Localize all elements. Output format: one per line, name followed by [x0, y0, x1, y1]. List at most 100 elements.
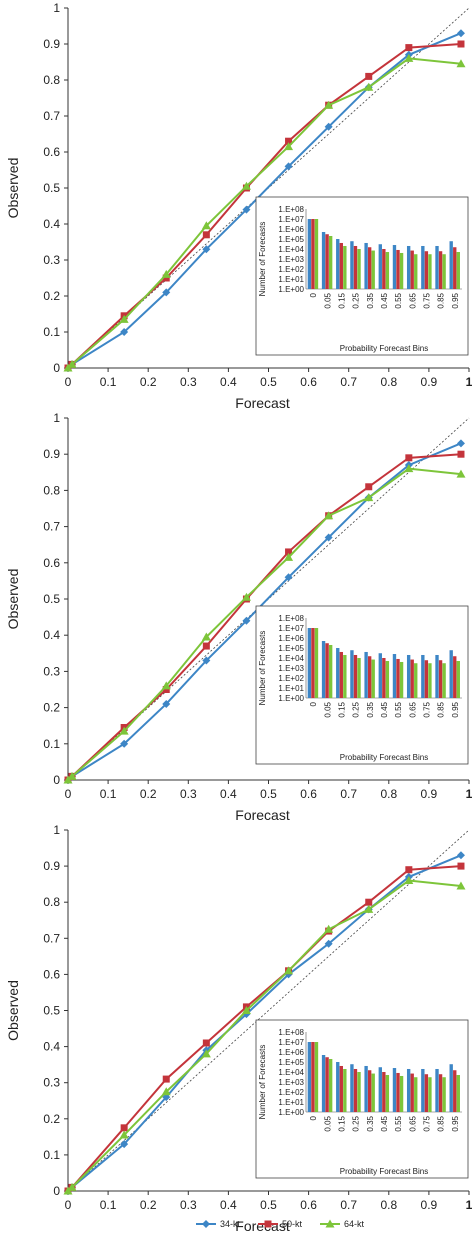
inset-bar-64-kt — [314, 628, 319, 698]
inset-bar-50-kt — [311, 219, 315, 289]
inset-y-tick-label: 1.E+07 — [278, 1038, 304, 1047]
inset-x-tick-label: 0.85 — [437, 701, 446, 717]
inset-bar-34-kt — [421, 654, 425, 698]
inset-bar-64-kt — [371, 250, 375, 289]
inset-bar-34-kt — [307, 628, 312, 698]
y-tick-label: 0.1 — [43, 1148, 60, 1162]
legend-label-34-kt: 34-kt — [220, 1219, 241, 1229]
y-tick-label: 0.3 — [43, 253, 60, 267]
y-tick-label: 0.8 — [43, 895, 60, 909]
point-34-kt — [324, 939, 333, 948]
y-tick-label: 0 — [53, 1184, 60, 1198]
inset-bar-34-kt — [406, 245, 411, 289]
inset-x-tick-label: 0.35 — [366, 1115, 375, 1131]
point-64-kt — [284, 552, 294, 561]
inset-bar-50-kt — [438, 660, 443, 698]
x-tick-label: 0.9 — [421, 375, 438, 389]
inset-x-axis-title: Probability Forecast Bins — [340, 344, 428, 353]
x-tick-label: 0.5 — [260, 787, 277, 801]
point-64-kt — [404, 464, 414, 473]
inset-y-tick-label: 1.E+05 — [278, 1058, 304, 1067]
x-tick-label: 0.8 — [380, 1198, 397, 1212]
inset-bar-64-kt — [399, 252, 404, 289]
x-tick-label: 0.3 — [180, 1198, 197, 1212]
inset-bar-50-kt — [325, 234, 329, 289]
inset-y-tick-label: 1.E+04 — [278, 1068, 304, 1077]
inset-bar-34-kt — [336, 648, 340, 698]
inset-bar-34-kt — [406, 1068, 411, 1112]
inset-y-axis-title: Number of Forecasts — [258, 631, 267, 706]
inset-bar-64-kt — [428, 663, 432, 698]
inset-frame — [255, 605, 469, 765]
point-64-kt — [364, 904, 374, 913]
point-34-kt — [202, 656, 211, 665]
point-50-kt — [162, 686, 170, 693]
point-50-kt — [162, 1075, 170, 1083]
y-tick-label: 0.5 — [43, 1004, 60, 1018]
point-34-kt — [120, 739, 129, 748]
inset-x-tick-label: 0.55 — [394, 701, 403, 717]
inset-y-tick-label: 1.E+01 — [278, 275, 304, 284]
inset-y-tick-label: 1.E+07 — [278, 215, 304, 224]
inset-bar-64-kt — [314, 1042, 319, 1112]
inset-bar-34-kt — [435, 1068, 439, 1112]
inset-bar-50-kt — [311, 628, 315, 698]
x-tick-label: 0.8 — [380, 375, 397, 389]
inset-bar-50-kt — [424, 251, 429, 289]
point-64-kt — [119, 726, 129, 735]
x-tick-label: 0.8 — [380, 787, 397, 801]
inset-x-tick-label: 0.75 — [423, 1115, 432, 1131]
inset-x-tick-label: 0.65 — [408, 292, 417, 308]
inset-bar-64-kt — [399, 1075, 404, 1112]
inset-bar-64-kt — [343, 654, 347, 698]
point-34-kt — [324, 122, 333, 131]
inset-bar-64-kt — [328, 644, 333, 698]
x-tick-label: 0.4 — [220, 375, 237, 389]
y-tick-label: 0.7 — [43, 109, 60, 123]
y-tick-label: 0.7 — [43, 520, 60, 534]
inset-y-tick-label: 1.E+03 — [278, 1078, 304, 1087]
inset-x-tick-label: 0.35 — [366, 701, 375, 717]
inset-bar-50-kt — [424, 1074, 429, 1112]
x-axis-title: Forecast — [235, 1218, 290, 1234]
inset-bar-64-kt — [385, 252, 390, 289]
y-tick-label: 0.5 — [43, 592, 60, 606]
inset-x-tick-label: 0.55 — [394, 1115, 403, 1131]
y-tick-label: 1 — [53, 823, 60, 837]
inset-bar-34-kt — [350, 241, 354, 289]
inset-x-tick-label: 0.35 — [366, 292, 375, 308]
inset-bar-50-kt — [367, 656, 372, 698]
inset-y-tick-label: 1.E+01 — [278, 684, 304, 693]
inset-bar-34-kt — [321, 641, 326, 698]
point-64-kt — [456, 469, 466, 478]
point-34-kt — [456, 439, 465, 448]
x-tick-label: 1 — [466, 375, 473, 389]
x-tick-label: 0.3 — [180, 787, 197, 801]
inset-bar-50-kt — [325, 643, 329, 698]
inset-bar-34-kt — [350, 650, 354, 698]
y-tick-label: 0.8 — [43, 483, 60, 497]
inset-x-tick-label: 0.75 — [423, 292, 432, 308]
inset-bar-64-kt — [399, 661, 404, 698]
inset-bar-34-kt — [336, 1062, 340, 1112]
inset-x-tick-label: 0.95 — [451, 701, 460, 717]
inset-x-tick-label: 0.95 — [451, 292, 460, 308]
inset-y-tick-label: 1.E+08 — [278, 1028, 304, 1037]
inset-bar-50-kt — [396, 1072, 400, 1112]
inset-x-tick-label: 0.85 — [437, 292, 446, 308]
inset-x-tick-label: 0.45 — [380, 1115, 389, 1131]
inset-y-tick-label: 1.E+00 — [278, 694, 304, 703]
point-50-kt — [457, 862, 465, 870]
y-tick-label: 0.3 — [43, 664, 60, 678]
inset-y-axis-title: Number of Forecasts — [258, 1045, 267, 1120]
legend: 34-kt 50-kt 64-kt — [196, 1219, 365, 1229]
x-tick-label: 0.7 — [340, 787, 357, 801]
x-tick-label: 0.1 — [100, 375, 117, 389]
x-tick-label: 0.2 — [140, 375, 157, 389]
inset-bar-64-kt — [456, 661, 460, 698]
point-50-kt — [202, 1039, 210, 1047]
inset-bar-34-kt — [364, 1065, 368, 1112]
point-50-kt — [457, 450, 465, 458]
x-tick-label: 0 — [65, 787, 72, 801]
point-50-kt — [285, 137, 293, 145]
